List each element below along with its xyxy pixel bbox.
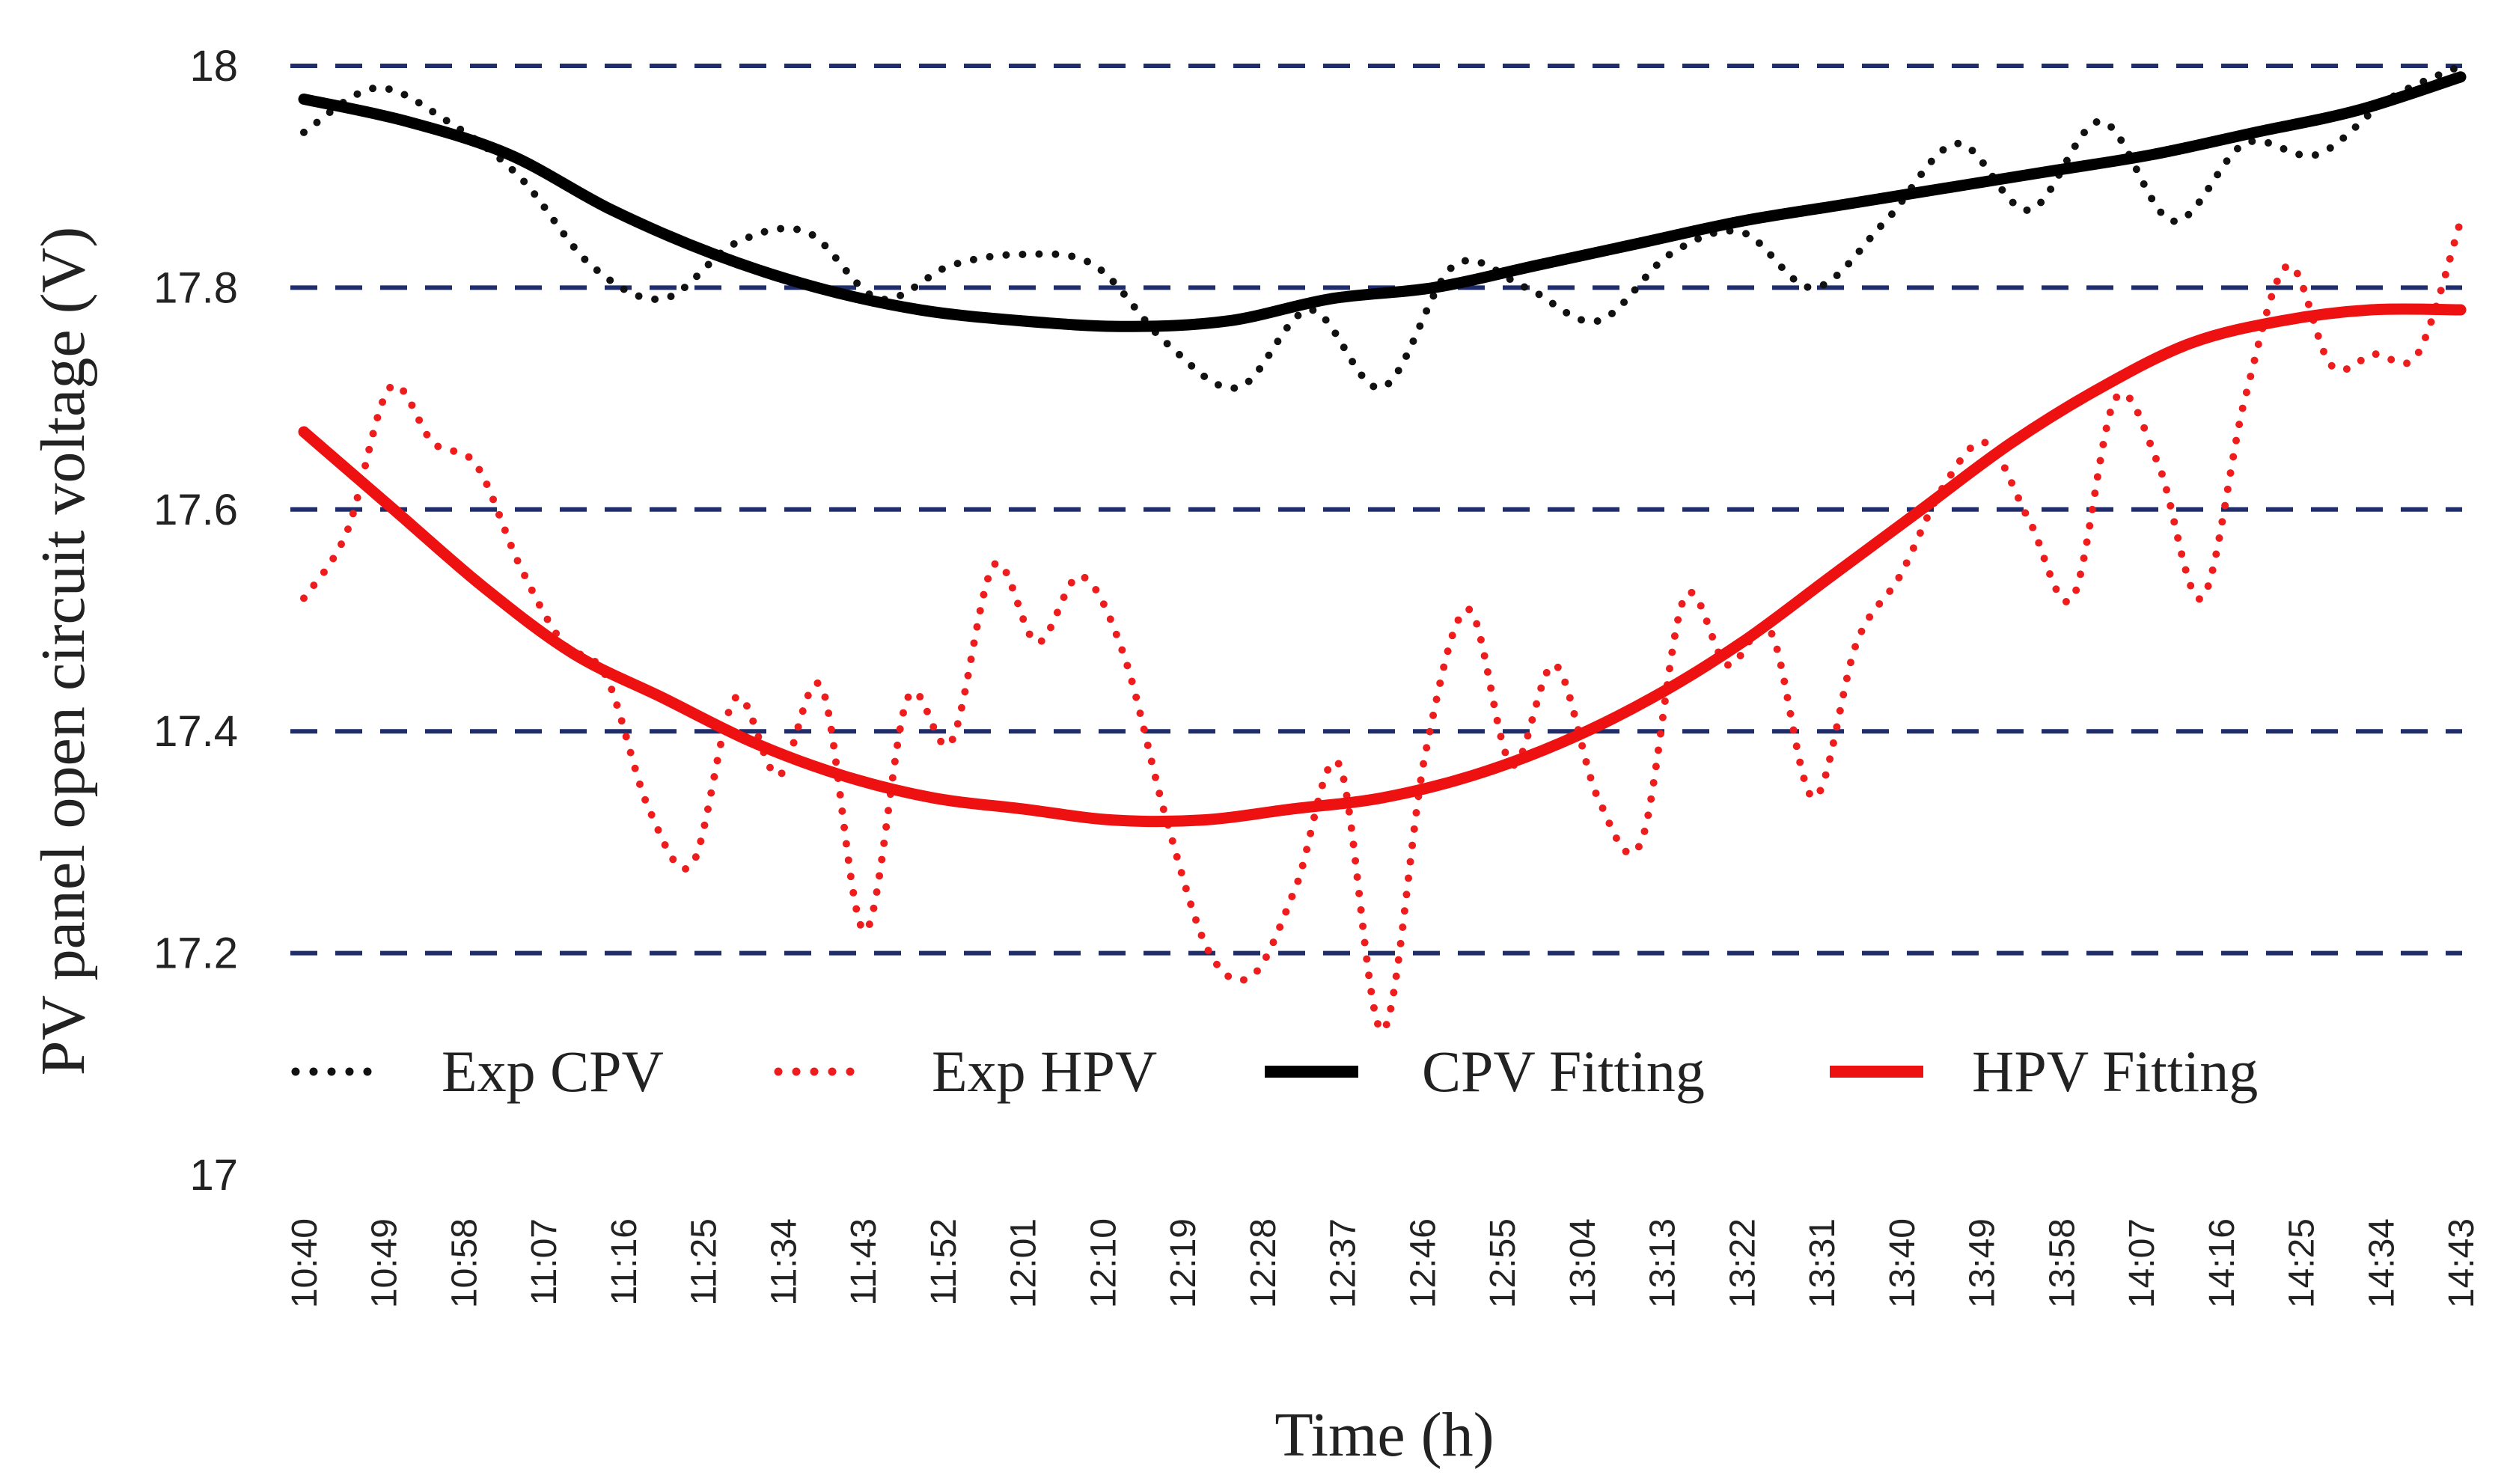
legend-item-exp-hpv: Exp HPV bbox=[774, 1039, 1157, 1104]
y-tick-label: 17.2 bbox=[153, 929, 238, 978]
x-tick-label: 13:13 bbox=[1643, 1218, 1683, 1308]
x-tick-label: 12:28 bbox=[1244, 1218, 1283, 1308]
x-tick-label: 12:19 bbox=[1164, 1218, 1203, 1308]
x-tick-label: 13:40 bbox=[1883, 1218, 1923, 1308]
series-line-cpv-fitting bbox=[298, 71, 2467, 332]
legend-label: Exp HPV bbox=[932, 1039, 1157, 1104]
x-tick-label: 14:25 bbox=[2283, 1218, 2322, 1308]
x-tick-label: 10:58 bbox=[445, 1218, 484, 1308]
x-tick-label: 14:43 bbox=[2442, 1218, 2482, 1308]
x-tick-label: 14:34 bbox=[2362, 1218, 2402, 1308]
gridlines bbox=[290, 64, 2462, 956]
x-tick-label: 13:49 bbox=[1963, 1218, 2003, 1308]
x-tick-label: 14:07 bbox=[2122, 1218, 2162, 1308]
x-tick-label: 12:55 bbox=[1483, 1218, 1523, 1308]
legend-item-cpv-fitting: CPV Fitting bbox=[1265, 1039, 1705, 1104]
series-exp-hpv bbox=[300, 217, 2464, 1035]
y-tick-label: 17.6 bbox=[153, 486, 238, 534]
legend-item-hpv-fitting: HPV Fitting bbox=[1830, 1039, 2258, 1104]
x-tick-label: 13:31 bbox=[1803, 1218, 1842, 1308]
x-tick-label: 12:01 bbox=[1004, 1218, 1044, 1308]
x-tick-label: 11:07 bbox=[525, 1218, 564, 1306]
x-tick-label: 12:46 bbox=[1403, 1218, 1443, 1308]
x-tick-label: 12:10 bbox=[1084, 1218, 1123, 1308]
y-tick-label: 17.8 bbox=[153, 263, 238, 312]
x-tick-label: 11:52 bbox=[924, 1218, 964, 1306]
x-tick-label: 11:34 bbox=[764, 1218, 804, 1306]
legend-label: HPV Fitting bbox=[1972, 1039, 2258, 1104]
x-tick-label: 13:04 bbox=[1563, 1218, 1603, 1308]
x-tick-label: 11:16 bbox=[605, 1218, 644, 1306]
y-tick-label: 17.4 bbox=[153, 707, 238, 756]
x-tick-label: 10:49 bbox=[365, 1218, 405, 1308]
legend: Exp CPV Exp HPV CPV Fitting HPV Fitting bbox=[291, 1039, 2258, 1104]
y-axis-title: PV panel open circuit voltage (V) bbox=[28, 227, 98, 1075]
x-tick-label: 12:37 bbox=[1324, 1218, 1364, 1308]
series-line-hpv-fitting bbox=[298, 303, 2467, 828]
x-tick-label: 14:16 bbox=[2202, 1218, 2242, 1308]
x-tick-label: 11:43 bbox=[844, 1218, 884, 1306]
series-cpv-fitting bbox=[298, 71, 2467, 332]
y-tick-label: 18 bbox=[189, 42, 238, 91]
x-axis-title: Time (h) bbox=[1274, 1400, 1494, 1470]
series-hpv-fitting bbox=[298, 303, 2467, 828]
legend-label: Exp CPV bbox=[442, 1039, 664, 1104]
x-tick-label: 11:25 bbox=[685, 1218, 724, 1306]
series-exp-cpv bbox=[300, 62, 2464, 392]
series-line-exp-cpv bbox=[300, 62, 2464, 392]
x-tick-label: 13:58 bbox=[2042, 1218, 2082, 1308]
series-line-exp-hpv bbox=[300, 217, 2464, 1035]
series-group bbox=[298, 62, 2467, 1035]
x-axis-ticks: 10:40 10:49 10:58 11:07 11:16 11:25 11:34 11:43… bbox=[285, 1218, 2482, 1308]
legend-label: CPV Fitting bbox=[1422, 1039, 1705, 1104]
x-tick-label: 10:40 bbox=[285, 1218, 325, 1308]
y-tick-label: 17 bbox=[189, 1151, 238, 1200]
x-tick-label: 13:22 bbox=[1723, 1218, 1762, 1308]
legend-item-exp-cpv: Exp CPV bbox=[291, 1039, 664, 1104]
y-axis-ticks: 17 17.2 17.4 17.6 17.8 18 bbox=[153, 42, 238, 1200]
